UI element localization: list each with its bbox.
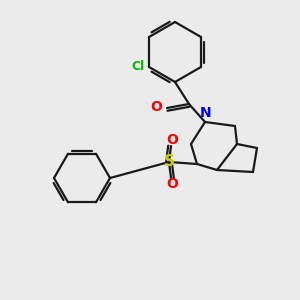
Text: S: S bbox=[164, 154, 175, 169]
Text: O: O bbox=[150, 100, 162, 114]
Text: O: O bbox=[166, 133, 178, 147]
Text: Cl: Cl bbox=[132, 61, 145, 74]
Text: N: N bbox=[200, 106, 212, 120]
Text: O: O bbox=[166, 177, 178, 191]
